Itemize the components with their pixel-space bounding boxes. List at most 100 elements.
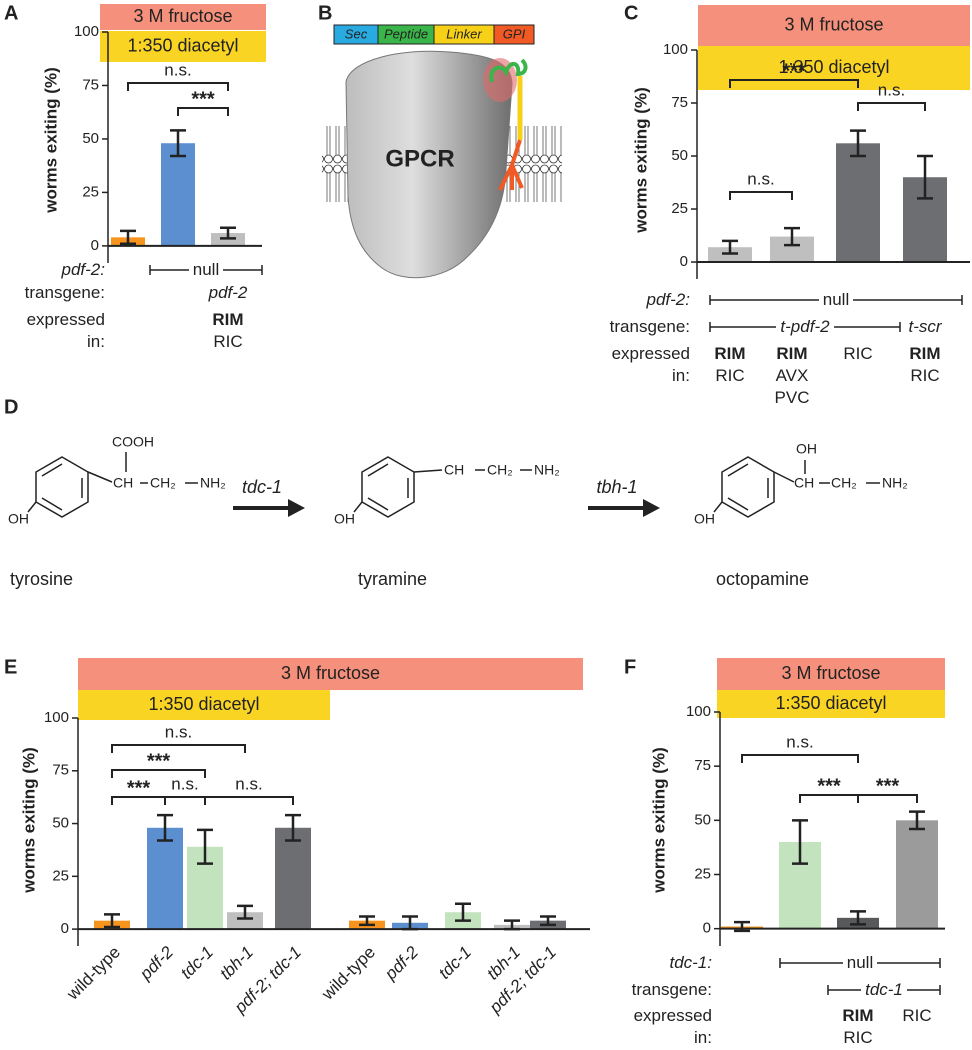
segment-box [493,24,535,45]
x-tick-label: wild-type [317,943,379,1005]
molecule-name: tyrosine [10,569,73,589]
group: CH₂ [831,475,857,491]
error-bar [917,154,933,200]
significance-label: n.s. [171,774,198,793]
transgene: t-scr [908,317,942,336]
condition-box [100,31,266,62]
group: OH [334,511,355,527]
significance-bracket [204,796,294,805]
group: CH [113,475,133,491]
chemistry [27,452,880,518]
panel-letter: E [4,656,17,678]
group: NH₂ [882,475,908,491]
neuron: RIM [909,344,941,363]
error-bar [909,810,925,831]
error-bar [157,813,173,842]
expressed-label: expressed in: [26,310,105,351]
bar [896,820,938,929]
segment-label: Peptide [384,26,428,41]
condition-box [717,658,945,690]
significance-bracket [111,744,246,753]
neuron: RIM [776,344,808,363]
error-bar [197,828,213,865]
x-tick-label: tdc-1 [435,943,475,983]
y-axis-label: worms exiting (%) [19,747,38,893]
y-tick-label: 25 [52,867,69,884]
error-bar [540,915,556,927]
segment-label: Linker [446,26,482,41]
transgene: tdc-1 [824,979,944,1001]
segment-label: Sec [345,26,368,41]
error-bar [455,902,471,922]
condition-label: 1:350 diacetyl [778,57,889,77]
condition-label: 1:350 diacetyl [775,693,886,713]
error-bar [170,129,186,158]
y-tick-label: 0 [61,920,69,937]
error-bar [784,226,800,247]
y-tick-label: 100 [44,709,69,726]
condition-box [78,658,583,690]
y-tick-label: 25 [671,200,688,217]
significance-bracket [177,107,229,116]
group: NH₂ [534,462,560,478]
transgene-label: transgene: [609,317,690,336]
error-bar [850,129,866,158]
panel-letter: F [624,656,636,678]
group: CH [444,462,464,478]
y-tick-label: 50 [52,815,69,832]
panel-letter: B [318,2,332,24]
transgene-text: tdc-1 [861,980,907,999]
error-bar [285,813,301,842]
gpcr-label: GPCR [385,145,454,172]
group: OH [796,441,817,457]
panel-letter: C [624,2,638,24]
y-tick-label: 75 [82,76,99,93]
neuron: RIC [213,332,243,351]
expression-column: RIM RIC [813,1005,903,1049]
bar [147,827,183,930]
x-tick-label: tbh-1 [216,943,257,984]
neuron: PVC [774,388,810,407]
condition-label: 1:350 diacetyl [148,694,259,714]
significance-bracket [729,191,793,200]
y-tick-label: 100 [74,23,99,40]
condition-label: 3 M fructose [133,6,232,26]
y-tick-label: 50 [694,811,711,828]
neuron: AVX [775,366,809,385]
significance-label: *** [782,60,806,82]
error-bar [104,913,120,929]
x-tick-label: tdc-1 [177,943,217,983]
x-tick-label: pdf-2 [380,942,422,984]
group: NH₂ [200,475,226,491]
y-tick-label: 0 [680,253,688,270]
y-tick-label: 25 [82,183,99,200]
genotype-label: pdf-2: [646,290,690,309]
y-axis-label: worms exiting (%) [649,747,668,893]
condition-box [78,690,330,720]
expression-column: RIM RIC [880,343,970,387]
y-tick-label: 75 [671,94,688,111]
significance-label: n.s. [164,60,191,79]
y-tick-label: 0 [703,920,711,937]
significance-label: n.s. [747,169,774,188]
neuron: RIC [902,1006,932,1025]
molecule-name: octopamine [716,569,809,589]
error-bar [237,904,253,920]
y-axis-label: worms exiting (%) [631,87,650,233]
error-bar [220,226,236,240]
expression-column: RIC [813,343,903,365]
segment-label: GPI [503,26,526,41]
transgene: t-pdf-2 [745,316,865,338]
y-tick-label: 25 [694,865,711,882]
null-label-text: null [188,260,224,279]
y-tick-label: 50 [82,130,99,147]
error-bar [359,915,375,927]
y-tick-label: 0 [91,237,99,254]
null-label: null [800,952,920,974]
null-label: null [776,289,896,311]
neuron: RIM [842,1006,874,1025]
significance-label: n.s. [235,774,262,793]
significance-label: n.s. [165,722,192,741]
peptide [489,58,528,83]
null-label-text: null [842,953,878,972]
